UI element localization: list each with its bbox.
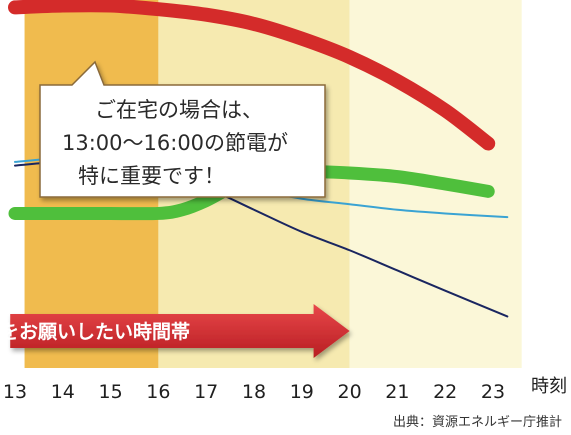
x-tick-label: 13 xyxy=(3,381,27,403)
x-tick-label: 18 xyxy=(242,381,266,403)
source-note: 出典：資源エネルギー庁推計 xyxy=(393,414,562,430)
callout-line-3: 特に重要です！ xyxy=(78,164,225,188)
series-line-red xyxy=(8,0,496,151)
callout-bubble xyxy=(39,60,326,198)
x-axis-unit: 時刻 xyxy=(531,376,567,397)
callout-line-1: ご在宅の場合は、 xyxy=(95,98,263,122)
x-tick-label: 16 xyxy=(146,381,170,403)
x-tick-label: 19 xyxy=(290,381,314,403)
x-tick-label: 20 xyxy=(338,381,362,403)
x-tick-label: 21 xyxy=(385,381,409,403)
arrow-shape xyxy=(10,304,350,358)
x-tick-label: 14 xyxy=(51,381,75,403)
callout-line-2: 13:00～16:00の節電が xyxy=(62,131,288,155)
x-axis-ticks: 13 14 15 16 17 18 19 20 21 22 23 xyxy=(3,381,505,403)
x-tick-label: 15 xyxy=(99,381,123,403)
x-tick-label: 22 xyxy=(433,381,457,403)
arrow-label: をお願いしたい時間帯 xyxy=(0,320,190,343)
x-tick-label: 23 xyxy=(481,381,505,403)
x-tick-label: 17 xyxy=(194,381,218,403)
peak-time-arrow: をお願いしたい時間帯 xyxy=(0,304,350,358)
